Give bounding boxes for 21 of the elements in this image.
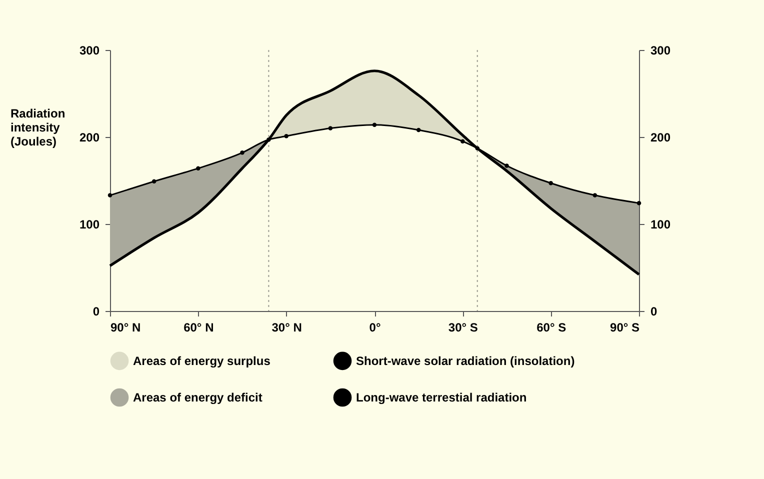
y2-tick-label: 0	[650, 304, 658, 318]
y-tick-label: 0	[92, 304, 100, 318]
y2-tick-label: 200	[650, 130, 671, 144]
x-tick-label: 90° S	[610, 320, 640, 334]
x-tick-label: 60° N	[184, 320, 214, 334]
x-tick-label: 0°	[369, 320, 381, 334]
y2-tick-label: 300	[650, 44, 671, 58]
y-axis-title: Radiation intensity (Joules)	[10, 106, 66, 148]
y-tick-label: 300	[79, 44, 100, 58]
y-tick-label: 100	[79, 218, 100, 232]
x-tick-label: 60° S	[536, 320, 566, 334]
x-tick-label: 90° N	[110, 320, 141, 334]
legend-label: Short-wave solar radiation (insolation)	[356, 354, 575, 368]
line-series	[108, 70, 640, 276]
legend-label: Areas of energy surplus	[133, 354, 271, 368]
y2-tick-label: 100	[650, 218, 671, 232]
y-tick-label: 200	[79, 130, 100, 144]
x-tick-label: 30° S	[448, 320, 478, 334]
legend-label: Long-wave terrestial radiation	[356, 390, 527, 404]
legend-label: Areas of energy deficit	[133, 390, 262, 404]
x-tick-label: 30° N	[272, 320, 302, 334]
